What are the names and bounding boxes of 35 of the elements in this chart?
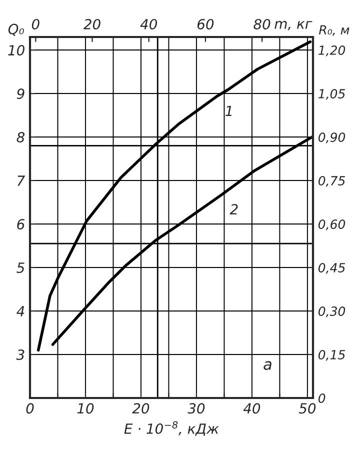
x-tick-label: 20 [132, 403, 150, 414]
y2-tick-label: 0,90 [318, 132, 346, 144]
x-tick-label: 50 [298, 403, 316, 414]
x2-tick-label: 0 [32, 18, 40, 30]
y2-tick-label: 1,20 [318, 46, 346, 56]
y-tick-label: 7 [18, 176, 26, 186]
y2-axis-title: R₀, м [318, 25, 350, 36]
x-tick-label: 40 [243, 403, 260, 414]
y2-tick-label: 0,15 [318, 350, 346, 361]
y-axis-title: Q₀ [8, 24, 24, 36]
y2-tick-label: 0,30 [318, 306, 346, 318]
y-tick-label: 8 [16, 132, 25, 143]
annotation: a [264, 361, 272, 370]
y-tick-label: 9 [16, 88, 24, 100]
y2-tick-label: 0,60 [318, 219, 346, 230]
y2-tick-label: 1,05 [318, 89, 346, 100]
y2-tick-label: 0,75 [318, 176, 346, 187]
x-axis-title: E · 10$^{−8}$, кДж [124, 421, 219, 436]
y2-tick-label: 0 [318, 393, 326, 403]
x-tick-label: 0 [26, 403, 34, 414]
x2-tick-label: 40 [140, 18, 157, 30]
y-tick-label: 5 [16, 262, 24, 273]
y2-tick-label: 0,45 [318, 262, 346, 274]
x-tick-label: 30 [188, 403, 205, 414]
x2-tick-label: 60 [198, 18, 214, 30]
series-label: 1 [225, 106, 232, 116]
y-tick-label: 3 [16, 349, 24, 360]
x2-axis-title: m, кг [274, 20, 312, 30]
series-label: 2 [230, 204, 238, 214]
x-tick-label: 10 [77, 403, 94, 414]
x2-tick-label: 80 [254, 18, 270, 30]
x2-tick-label: 20 [83, 18, 100, 30]
y-tick-label: 4 [16, 306, 24, 316]
y-tick-label: 10 [8, 45, 24, 56]
y-tick-label: 6 [17, 218, 25, 230]
